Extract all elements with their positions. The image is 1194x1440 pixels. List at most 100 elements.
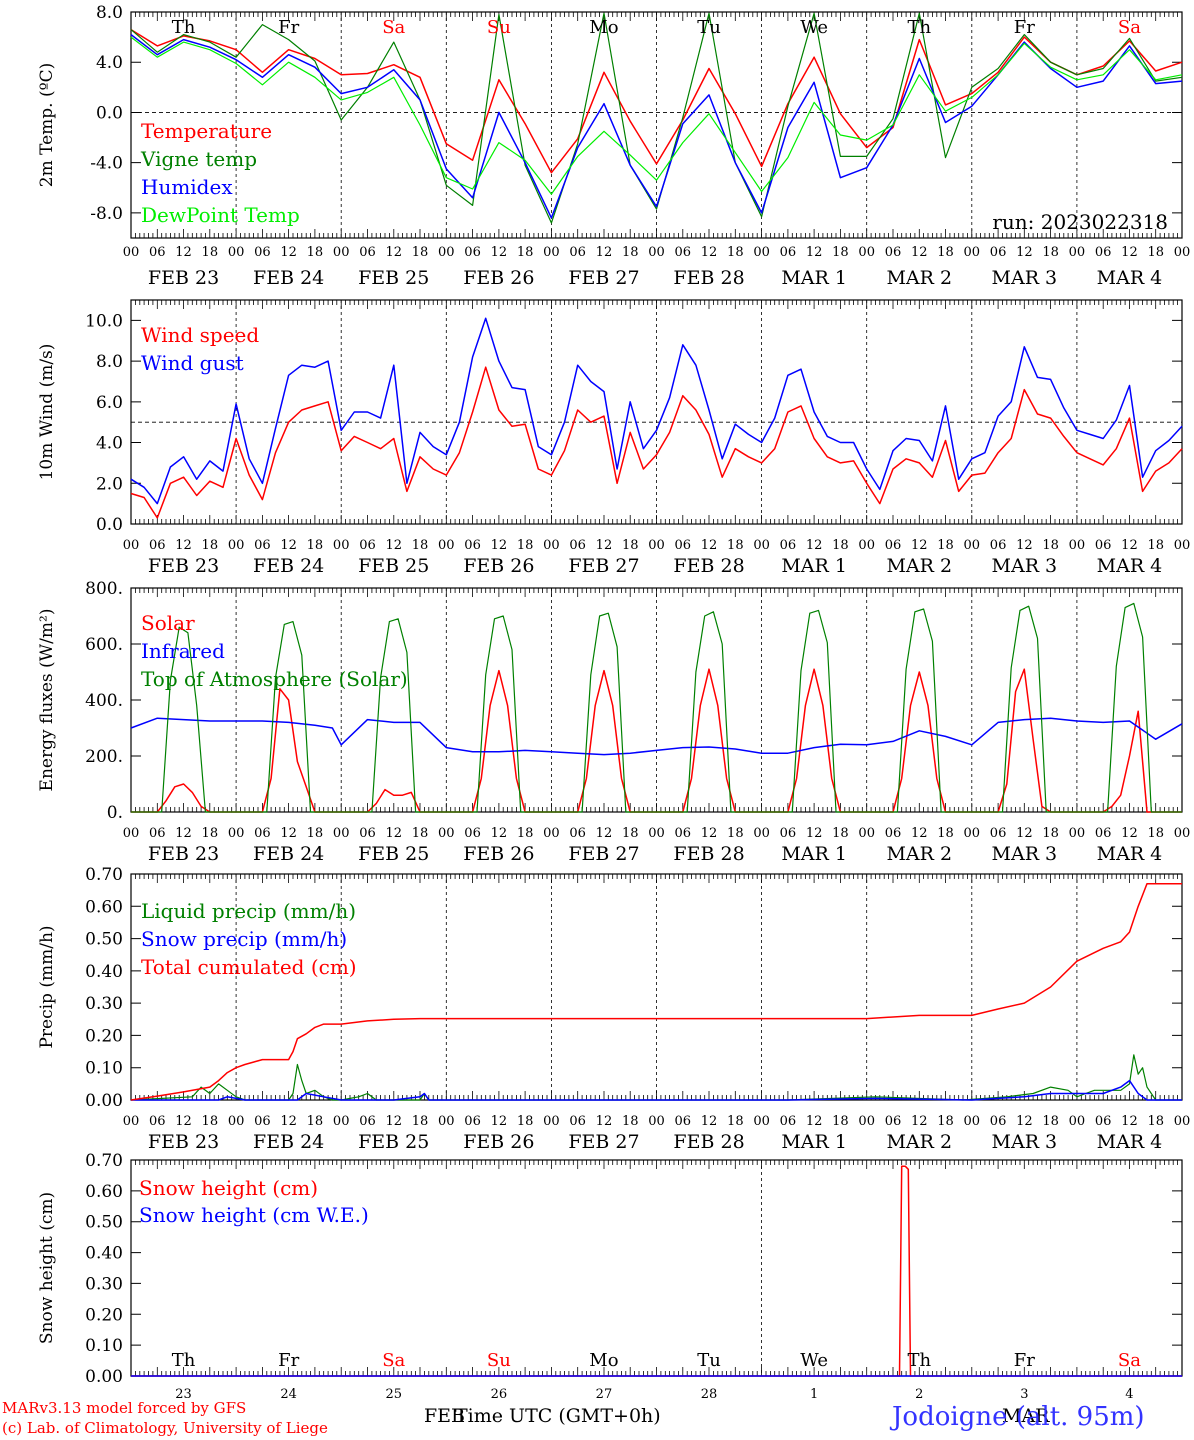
- hour-tick-label: 12: [491, 826, 508, 841]
- hour-tick-label: 00: [543, 538, 560, 553]
- legend-total-cumulated-cm-: Total cumulated (cm): [141, 955, 357, 979]
- legend-snow-precip-mm-h-: Snow precip (mm/h): [141, 927, 347, 951]
- panel-4-ytick-label: 0.20: [85, 1305, 123, 1325]
- hour-tick-label: 12: [280, 826, 297, 841]
- hour-tick-label: 06: [885, 826, 902, 841]
- date-label: FEB 27: [568, 1131, 639, 1153]
- date-label: FEB 25: [358, 843, 429, 865]
- panel-3-ytick-label: 0.50: [85, 930, 123, 950]
- day-name-bottom: Mo: [589, 1350, 618, 1371]
- model-credit: MARv3.13 model forced by GFS: [2, 1399, 247, 1417]
- hour-tick-label: 18: [1147, 1114, 1164, 1129]
- hour-tick-label: 18: [517, 826, 534, 841]
- date-label: FEB 25: [358, 267, 429, 289]
- hour-tick-label: 00: [333, 538, 350, 553]
- panel-3-y-axis-label: Precip (mm/h): [37, 925, 57, 1048]
- hour-tick-label: 00: [123, 826, 140, 841]
- date-label: FEB 28: [673, 843, 744, 865]
- hour-tick-label: 18: [202, 1114, 219, 1129]
- hour-tick-label: 12: [491, 1114, 508, 1129]
- hour-tick-label: 18: [307, 1114, 324, 1129]
- hour-tick-label: 12: [806, 826, 823, 841]
- hour-tick-label: 12: [280, 245, 297, 260]
- hour-tick-label: 00: [123, 1114, 140, 1129]
- hour-tick-label: 12: [1121, 538, 1138, 553]
- hour-tick-label: 12: [385, 245, 402, 260]
- hour-tick-label: 06: [780, 245, 797, 260]
- hour-tick-label: 06: [569, 1114, 586, 1129]
- hour-tick-label: 00: [123, 538, 140, 553]
- day-name-bottom: Th: [907, 1350, 931, 1371]
- hour-tick-label: 00: [228, 1114, 245, 1129]
- date-label: FEB 26: [463, 555, 534, 577]
- hour-tick-label: 12: [175, 826, 192, 841]
- panel-1-ytick-label: 6.0: [96, 393, 123, 413]
- hour-tick-label: 00: [333, 1114, 350, 1129]
- panel-4-ytick-label: 0.10: [85, 1336, 123, 1356]
- hour-tick-label: 18: [412, 826, 429, 841]
- hour-tick-label: 18: [727, 245, 744, 260]
- hour-tick-label: 06: [675, 826, 692, 841]
- panel-3-ytick-label: 0.00: [85, 1091, 123, 1111]
- date-label: MAR 1: [781, 1131, 847, 1153]
- hour-tick-label: 06: [885, 1114, 902, 1129]
- hour-tick-label: 12: [1121, 245, 1138, 260]
- hour-tick-label: 06: [780, 826, 797, 841]
- panel-2-x-ticks: [130, 588, 1183, 812]
- hour-tick-label: 06: [464, 826, 481, 841]
- panel-1-y-axis-label: 10m Wind (m/s): [37, 344, 57, 481]
- hour-tick-label: 12: [1016, 826, 1033, 841]
- hour-tick-label: 00: [1069, 245, 1086, 260]
- hour-tick-label: 00: [438, 1114, 455, 1129]
- hour-tick-label: 18: [307, 826, 324, 841]
- day-name-bottom: Sa: [382, 1350, 405, 1371]
- hour-tick-label: 00: [753, 826, 770, 841]
- hour-tick-label: 06: [149, 1114, 166, 1129]
- day-name-bottom: We: [800, 1350, 828, 1371]
- hour-tick-label: 00: [753, 538, 770, 553]
- panel-0-ytick-label: 0.0: [96, 103, 123, 123]
- date-label: MAR 1: [781, 267, 847, 289]
- hour-tick-label: 18: [1042, 538, 1059, 553]
- panel-1-ytick-label: 2.0: [96, 474, 123, 494]
- hour-tick-label: 00: [333, 245, 350, 260]
- panel-1-ytick-label: 0.0: [96, 515, 123, 535]
- day-number: 26: [491, 1387, 508, 1402]
- hour-tick-label: 06: [569, 245, 586, 260]
- hour-tick-label: 06: [359, 538, 376, 553]
- panel-3-ytick-label: 0.60: [85, 897, 123, 917]
- hour-tick-label: 06: [990, 826, 1007, 841]
- date-label: FEB 26: [463, 843, 534, 865]
- hour-tick-label: 12: [911, 245, 928, 260]
- hour-tick-label: 12: [701, 245, 718, 260]
- hour-tick-label: 00: [228, 245, 245, 260]
- hour-tick-label: 00: [1069, 538, 1086, 553]
- hour-tick-label: 18: [1042, 1114, 1059, 1129]
- hour-tick-label: 12: [280, 538, 297, 553]
- hour-tick-label: 18: [622, 538, 639, 553]
- date-label: MAR 4: [1097, 1131, 1163, 1153]
- hour-tick-label: 18: [937, 245, 954, 260]
- hour-tick-label: 18: [1147, 826, 1164, 841]
- hour-tick-label: 12: [596, 826, 613, 841]
- legend-humidex: Humidex: [141, 175, 233, 199]
- day-name-bottom: Su: [487, 1350, 511, 1371]
- hour-tick-label: 18: [202, 245, 219, 260]
- legend-dewpoint-temp: DewPoint Temp: [141, 203, 300, 227]
- hour-tick-label: 06: [569, 826, 586, 841]
- hour-tick-label: 18: [727, 538, 744, 553]
- date-label: FEB 24: [253, 843, 324, 865]
- hour-tick-label: 06: [1095, 245, 1112, 260]
- hour-tick-label: 12: [1016, 538, 1033, 553]
- hour-tick-label: 12: [806, 1114, 823, 1129]
- panel-4-y-axis-label: Snow height (cm): [37, 1192, 57, 1344]
- hour-tick-label: 18: [832, 245, 849, 260]
- panel-1-ytick-label: 8.0: [96, 352, 123, 372]
- legend-top-of-atmosphere-solar-: Top of Atmosphere (Solar): [141, 667, 408, 691]
- hour-tick-label: 00: [1069, 1114, 1086, 1129]
- hour-tick-label: 18: [1147, 538, 1164, 553]
- hour-tick-label: 06: [1095, 826, 1112, 841]
- series-line-infrared: [130, 717, 1183, 756]
- hour-tick-label: 00: [228, 538, 245, 553]
- hour-tick-label: 18: [1042, 826, 1059, 841]
